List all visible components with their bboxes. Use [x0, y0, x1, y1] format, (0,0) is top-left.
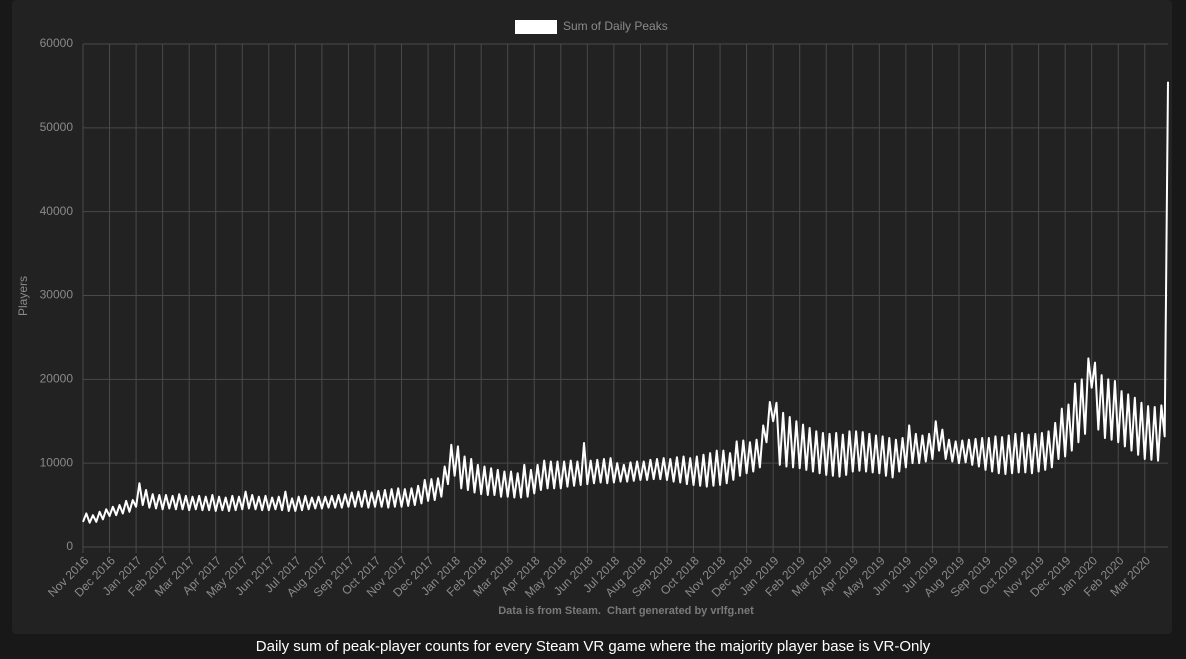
y-tick-label: 0 — [66, 539, 73, 553]
y-axis-label: Players — [16, 276, 30, 316]
y-tick-label: 20000 — [40, 372, 74, 386]
chart-panel — [12, 0, 1172, 634]
y-tick-label: 50000 — [40, 120, 74, 134]
legend-swatch — [515, 20, 557, 34]
legend-label: Sum of Daily Peaks — [563, 19, 668, 33]
footer: Data is from Steam. Chart generated by v… — [498, 605, 754, 617]
y-tick-label: 60000 — [40, 36, 74, 50]
y-tick-label: 30000 — [40, 288, 74, 302]
y-tick-label: 40000 — [40, 204, 74, 218]
series-line — [82, 81, 1169, 524]
caption: Daily sum of peak-player counts for ever… — [256, 638, 931, 655]
y-tick-label: 10000 — [40, 455, 74, 469]
